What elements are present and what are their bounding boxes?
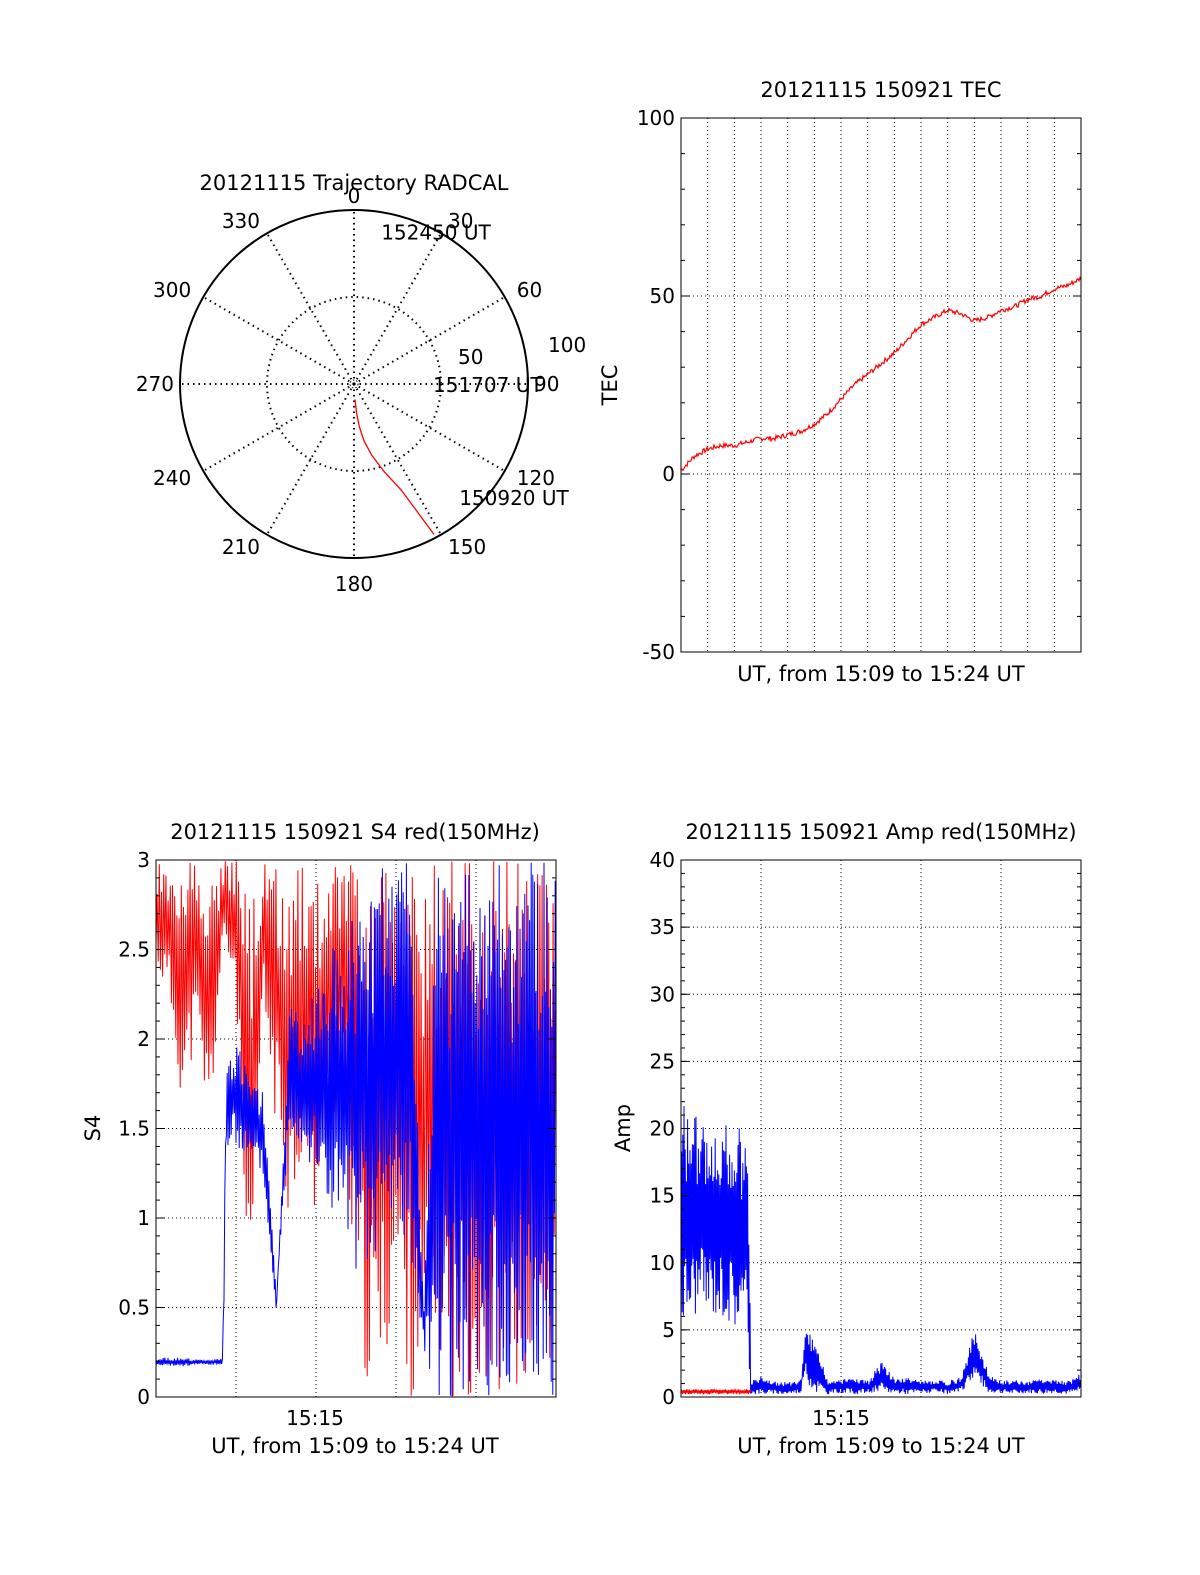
tec-line — [680, 275, 1082, 472]
y-tick-label: 20 — [650, 1117, 675, 1141]
polar-spoke — [266, 232, 355, 385]
amp-chart: 20121115 150921 Amp red(150MHz) 0 5 10 15 20… — [611, 820, 1082, 1458]
polar-ring-50 — [266, 296, 442, 472]
y-tick-label: 40 — [650, 848, 675, 872]
y-tick-label: -50 — [642, 640, 675, 664]
polar-spoke — [353, 383, 442, 536]
trajectory-title: 20121115 Trajectory RADCAL — [200, 171, 509, 195]
polar-azimuth-label: 300 — [153, 278, 191, 302]
polar-azimuth-label: 330 — [222, 209, 260, 233]
tec-series — [680, 275, 1082, 472]
tec-x-axis-label: UT, from 15:09 to 15:24 UT — [737, 662, 1025, 686]
trajectory-time-label: 150920 UT — [459, 486, 569, 510]
y-tick-label: 30 — [650, 982, 675, 1006]
polar-azimuth-label: 240 — [153, 466, 191, 490]
y-tick-label: 3 — [137, 848, 150, 872]
polar-spoke — [266, 383, 355, 536]
y-tick-label: 100 — [637, 106, 675, 130]
amp-x-tick-1515: 15:15 — [812, 1406, 870, 1430]
y-tick-label: 0.5 — [118, 1296, 150, 1320]
s4-y-axis-label: S4 — [81, 1115, 105, 1142]
polar-azimuth-label: 150 — [448, 535, 486, 559]
polar-center — [349, 379, 359, 389]
amp-series — [680, 1105, 1082, 1396]
trajectory-time-label: 152450 UT — [381, 220, 491, 244]
y-tick-label: 10 — [650, 1251, 675, 1275]
polar-spoke — [202, 383, 355, 472]
tec-plot-frame — [680, 117, 1082, 653]
y-tick-label: 1.5 — [118, 1117, 150, 1141]
polar-azimuth-label: 180 — [335, 572, 373, 596]
y-tick-label: 2 — [137, 1027, 150, 1051]
s4-blue-series — [155, 862, 556, 1397]
y-tick-label: 15 — [650, 1184, 675, 1208]
polar-spoke — [353, 296, 506, 385]
y-tick-label: 1 — [137, 1206, 150, 1230]
trajectory-annotations: 152450 UT 151707 UT 150920 UT — [381, 220, 569, 510]
polar-azimuth-label: 30 — [448, 209, 473, 233]
polar-azimuth-label: 270 — [136, 372, 174, 396]
y-tick-label: 0 — [137, 1385, 150, 1409]
y-tick-label: 35 — [650, 915, 675, 939]
polar-grid — [180, 210, 528, 558]
trajectory-time-label: 151707 UT — [433, 373, 543, 397]
amp-grid — [681, 860, 1081, 1397]
s4-x-tick-1515: 15:15 — [286, 1406, 344, 1430]
y-tick-label: 25 — [650, 1049, 675, 1073]
polar-outer-ring — [179, 209, 529, 559]
trajectory-polar-chart: 20121115 Trajectory RADCAL 0306090120150… — [136, 171, 586, 596]
polar-azimuth-labels: 0 30 60 90 120 150 180 210 240 270 300 330 — [136, 184, 560, 596]
polar-spoke — [353, 383, 506, 472]
tec-title: 20121115 150921 TEC — [760, 78, 1001, 102]
polar-radial-label-100: 100 — [548, 333, 586, 357]
y-tick-label: 0 — [662, 1385, 675, 1409]
amp-y-ticks: 0 5 10 15 20 25 30 35 40 — [650, 848, 1081, 1409]
s4-series — [155, 861, 556, 1397]
y-tick-label: 5 — [662, 1318, 675, 1342]
amp-y-axis-label: Amp — [611, 1104, 635, 1152]
tec-y-ticks: -50 0 50 100 — [637, 106, 1081, 664]
s4-chart: 20121115 150921 S4 red(150MHz) 0 0.5 1 1.5 2… — [81, 820, 557, 1458]
tec-grid — [681, 118, 1081, 652]
y-tick-label: 0 — [662, 462, 675, 486]
polar-radial-label-50: 50 — [458, 345, 483, 369]
polar-azimuth-label: 120 — [517, 466, 555, 490]
s4-title: 20121115 150921 S4 red(150MHz) — [170, 820, 540, 844]
y-tick-label: 2.5 — [118, 938, 150, 962]
amp-x-axis-label: UT, from 15:09 to 15:24 UT — [737, 1434, 1025, 1458]
trajectory-line — [354, 399, 435, 535]
amp-title: 20121115 150921 Amp red(150MHz) — [685, 820, 1076, 844]
y-tick-label: 50 — [650, 284, 675, 308]
amp-red-series — [680, 1387, 752, 1396]
polar-spoke — [353, 232, 442, 385]
polar-azimuth-label: 0 — [348, 184, 361, 208]
polar-azimuth-label: 210 — [222, 535, 260, 559]
s4-y-ticks: 0 0.5 1 1.5 2 2.5 3 — [118, 848, 556, 1409]
polar-spoke — [202, 296, 355, 385]
tec-y-axis-label: TEC — [598, 365, 622, 407]
polar-azimuth-label: 60 — [517, 278, 542, 302]
trajectory-track — [354, 399, 435, 535]
polar-azimuth-label: 90 — [534, 372, 559, 396]
s4-x-axis-label: UT, from 15:09 to 15:24 UT — [211, 1434, 499, 1458]
tec-chart: 20121115 150921 TEC -50 0 50 100 TEC UT, fr… — [598, 78, 1082, 686]
amp-blue-series — [680, 1105, 1082, 1395]
